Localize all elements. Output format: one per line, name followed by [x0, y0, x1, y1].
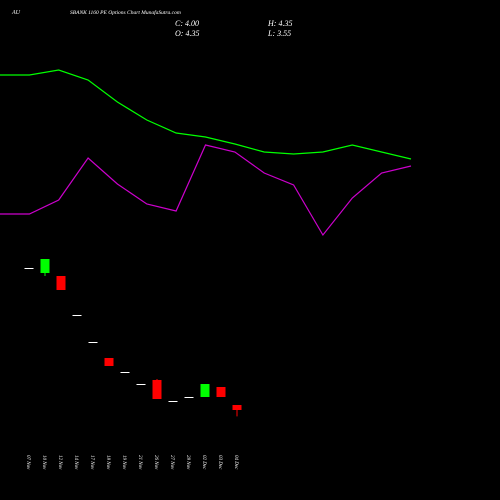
x-tick-label: 02 Dec	[201, 455, 206, 470]
x-tick-label: 19 Nov	[121, 455, 126, 470]
high-label: H: 4.35	[267, 19, 292, 28]
candle-body	[184, 397, 194, 398]
indicator-line	[0, 69, 412, 160]
candle-body	[168, 401, 178, 402]
x-tick-label: 26 Nov	[153, 455, 158, 470]
x-tick-label: 28 Nov	[185, 455, 190, 470]
x-tick-label: 18 Nov	[105, 455, 110, 470]
candle-body	[232, 405, 242, 410]
x-tick-label: 10 Nov	[41, 455, 46, 470]
x-tick-label: 03 Dec	[217, 455, 222, 470]
x-tick-label: 07 Nov	[25, 455, 30, 470]
open-label: O: 4.35	[175, 29, 199, 38]
candle-body	[88, 342, 98, 343]
x-tick-label: 21 Nov	[137, 455, 142, 470]
candle-body	[136, 384, 146, 385]
chart-title: SBANK 1160 PE Options Chart MunafaSutra.…	[70, 9, 181, 16]
candle-body	[152, 380, 162, 399]
candle-body	[104, 358, 114, 366]
x-tick-label: 17 Nov	[89, 455, 94, 470]
candle-body	[40, 259, 50, 273]
x-tick-label: 14 Nov	[73, 455, 78, 470]
symbol: AU	[11, 10, 21, 16]
x-tick-label: 12 Nov	[57, 455, 62, 470]
x-tick-label: 04 Dec	[233, 455, 238, 470]
indicator-line	[0, 144, 412, 237]
candle-body	[120, 372, 130, 373]
low-label: L: 3.55	[267, 29, 291, 38]
candle-body	[56, 276, 66, 290]
close-label: C: 4.00	[175, 19, 199, 28]
candle-body	[200, 384, 210, 397]
candle-body	[24, 268, 34, 269]
candle-body	[216, 387, 226, 397]
candle-body	[72, 315, 82, 316]
x-tick-label: 27 Nov	[169, 455, 174, 470]
